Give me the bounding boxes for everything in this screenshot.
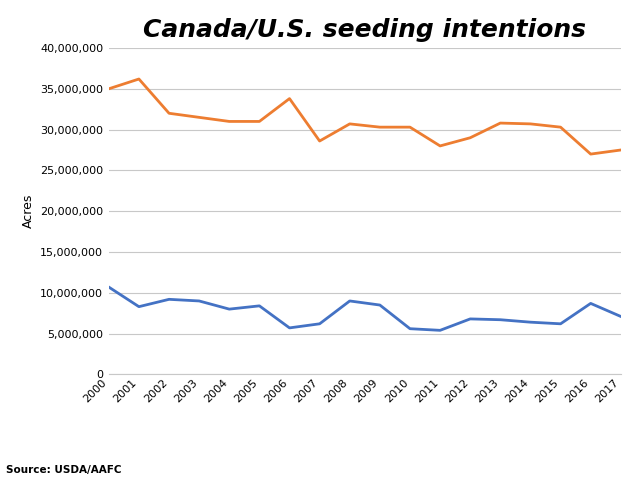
Title: Canada/U.S. seeding intentions: Canada/U.S. seeding intentions bbox=[143, 18, 586, 42]
Y-axis label: Acres: Acres bbox=[22, 194, 35, 228]
Text: Source: USDA/AAFC: Source: USDA/AAFC bbox=[6, 465, 122, 475]
